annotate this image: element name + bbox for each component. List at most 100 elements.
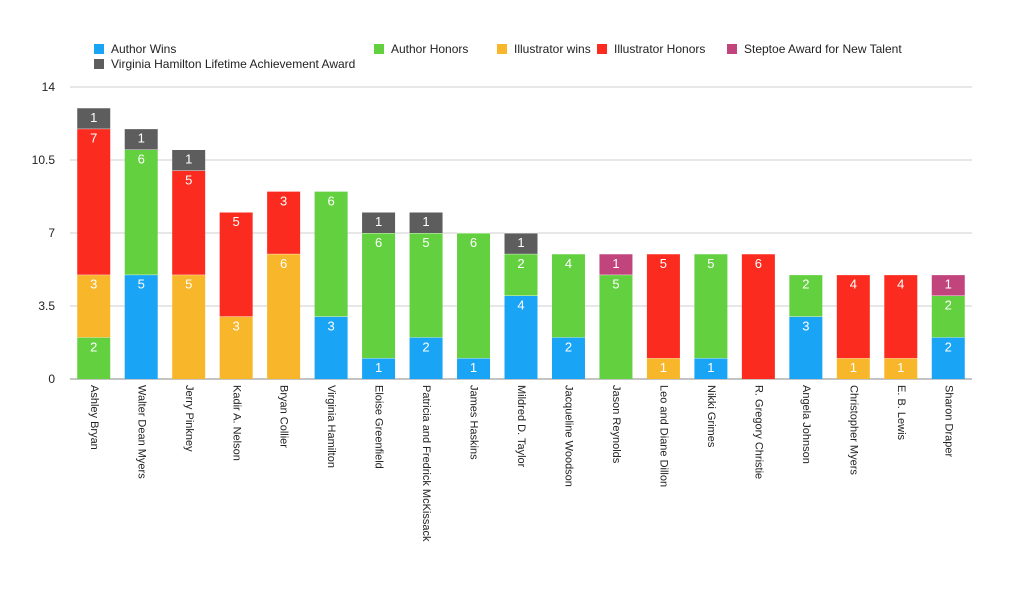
bar-stack: 6: [741, 253, 775, 379]
bar-stack: 35: [219, 211, 253, 379]
y-tick-label: 3.5: [38, 299, 55, 313]
bar-value-label: 1: [897, 360, 904, 375]
bar-value-label: 1: [375, 360, 382, 375]
bar-segment: [789, 274, 823, 317]
bar-value-label: 2: [945, 298, 952, 313]
y-tick-label: 14: [42, 80, 56, 94]
legend-label: Illustrator wins: [514, 42, 591, 56]
x-category-label: Ashley Bryan: [88, 385, 100, 450]
bar-segment: [172, 149, 206, 171]
bar-segment: [267, 253, 301, 379]
bar-stack: 15: [646, 253, 680, 379]
bar-value-label: 4: [897, 277, 904, 292]
bar-value-label: 5: [185, 172, 192, 187]
x-category-label: Kadir A. Nelson: [230, 385, 242, 461]
bar-value-label: 6: [280, 256, 287, 271]
bar-stack: 2 2 1: [931, 274, 965, 379]
bar-value-label: 2: [565, 339, 572, 354]
bar-segment: [694, 358, 728, 379]
bar-value-label: 6: [138, 152, 145, 167]
bar-segment: [409, 233, 443, 338]
bar-value-label: 3: [90, 277, 97, 292]
x-category-label: Eloise Greenfield: [373, 385, 385, 469]
bar-segment: [409, 212, 443, 233]
bar-value-label: 1: [470, 360, 477, 375]
bar-value-label: 5: [185, 277, 192, 292]
bar-segment: [694, 253, 728, 359]
legend-item: Steptoe Award for New Talent: [727, 42, 902, 56]
legend-item: Author Wins: [94, 42, 176, 56]
bar-segment: [599, 274, 633, 379]
bar-segment: [931, 295, 965, 338]
legend-label: Author Honors: [391, 42, 468, 56]
bar-stack: 63: [267, 190, 301, 379]
bar-value-label: 5: [707, 256, 714, 271]
legend-label: Virginia Hamilton Lifetime Achievement A…: [111, 57, 355, 71]
bar-stack: 1 6 1: [362, 211, 396, 379]
bar-value-label: 1: [945, 277, 952, 292]
legend-item: Illustrator Honors: [597, 42, 705, 56]
legend-swatch: [727, 44, 737, 54]
legend-item: Virginia Hamilton Lifetime Achievement A…: [94, 57, 355, 71]
bar-value-label: 5: [422, 235, 429, 250]
bar-segment: [884, 274, 918, 359]
bar-value-label: 2: [90, 339, 97, 354]
bar-value-label: 7: [90, 131, 97, 146]
x-category-label: Jacqueline Woodson: [563, 385, 575, 487]
bar-segment: [77, 337, 111, 379]
bar-value-label: 1: [660, 360, 667, 375]
bar-segment: [646, 253, 680, 359]
bar-segment: [599, 253, 633, 275]
bar-value-label: 5: [233, 214, 240, 229]
bar-stack: 16: [457, 232, 491, 379]
bar-value-label: 3: [802, 318, 809, 333]
bar-segment: [124, 274, 158, 379]
legend-label: Author Wins: [111, 42, 176, 56]
x-category-label: R. Gregory Christie: [752, 385, 764, 479]
bar-segment: [504, 233, 538, 254]
x-category-label: Patricia and Fredrick McKissack: [420, 385, 432, 542]
bar-value-label: 1: [185, 152, 192, 167]
bar-value-label: 6: [327, 193, 334, 208]
bar-segment: [504, 253, 538, 296]
bar-segment: [931, 337, 965, 379]
bar-stack: 5 6 1: [124, 128, 158, 379]
x-category-label: E. B. Lewis: [895, 385, 907, 441]
bar-stack: 14: [884, 274, 918, 379]
x-category-label: Walter Dean Myers: [135, 385, 147, 479]
bar-value-label: 1: [422, 214, 429, 229]
bar-segment: [646, 358, 680, 379]
bar-segment: [124, 149, 158, 275]
bar-segment: [219, 212, 253, 317]
bar-value-label: 4: [517, 298, 524, 313]
bar-segment: [741, 253, 775, 379]
legend-swatch: [374, 44, 384, 54]
x-category-label: Angela Johnson: [800, 385, 812, 464]
bar-value-label: 2: [422, 339, 429, 354]
x-category-label: Jason Reynolds: [610, 385, 622, 464]
legend-item: Author Honors: [374, 42, 468, 56]
bar-segment: [77, 274, 111, 338]
bar-value-label: 3: [280, 193, 287, 208]
bar-segment: [931, 274, 965, 296]
bar-segment: [172, 170, 206, 275]
bar-segment: [836, 358, 870, 379]
bar-segment: [314, 191, 348, 317]
bar-segment: [504, 295, 538, 379]
bar-segment: [77, 107, 111, 129]
bar-value-label: 5: [612, 277, 619, 292]
bar-segment: [551, 337, 585, 379]
bar-stack: 2 5 1: [409, 211, 443, 379]
y-tick-label: 7: [48, 226, 55, 240]
legend-label: Illustrator Honors: [614, 42, 705, 56]
bar-value-label: 6: [470, 235, 477, 250]
bar-stack: 51: [599, 253, 633, 379]
bar-value-label: 2: [945, 339, 952, 354]
bar-segment: [77, 128, 111, 275]
legend-swatch: [94, 59, 104, 69]
bar-value-label: 5: [660, 256, 667, 271]
legend-swatch: [497, 44, 507, 54]
